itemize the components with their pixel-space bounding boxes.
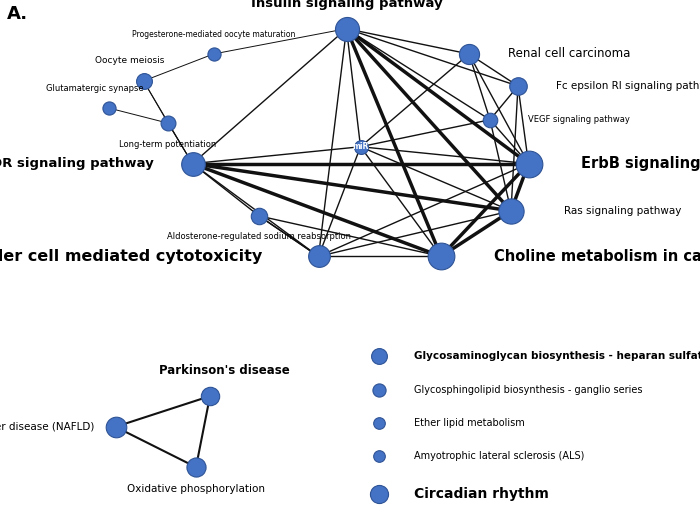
Point xyxy=(190,463,202,471)
Point xyxy=(204,392,216,400)
Point xyxy=(187,159,198,168)
Text: Glutamatergic synapse: Glutamatergic synapse xyxy=(46,85,144,93)
Text: Amyotrophic lateral sclerosis (ALS): Amyotrophic lateral sclerosis (ALS) xyxy=(414,450,584,461)
Text: A.: A. xyxy=(7,5,28,23)
Text: Long-term potentiation: Long-term potentiation xyxy=(120,140,216,149)
Text: Oocyte meiosis: Oocyte meiosis xyxy=(94,56,164,65)
Point xyxy=(463,50,475,58)
Text: Natural killer cell mediated cytotoxicity: Natural killer cell mediated cytotoxicit… xyxy=(0,249,262,264)
Point xyxy=(253,212,265,220)
Point xyxy=(523,159,534,168)
Point xyxy=(103,104,114,112)
Text: Ether lipid metabolism: Ether lipid metabolism xyxy=(414,418,525,428)
Text: Progesterone-mediated oocyte maturation: Progesterone-mediated oocyte maturation xyxy=(132,30,295,39)
Point xyxy=(373,386,384,394)
Text: Ras signaling pathway: Ras signaling pathway xyxy=(564,206,681,216)
Point xyxy=(373,490,384,498)
Point xyxy=(138,77,149,85)
Point xyxy=(341,24,352,33)
Point xyxy=(110,422,121,431)
Text: mTOR signaling pathway: mTOR signaling pathway xyxy=(0,157,154,170)
Point xyxy=(373,419,384,427)
Point xyxy=(505,207,517,215)
Point xyxy=(208,50,219,58)
Text: miR: miR xyxy=(352,142,369,151)
Text: ErbB signaling pathway: ErbB signaling pathway xyxy=(581,156,700,171)
Text: Circadian rhythm: Circadian rhythm xyxy=(414,487,550,501)
Text: Aldosterone-regulated sodium reabsorption: Aldosterone-regulated sodium reabsorptio… xyxy=(167,232,351,241)
Point xyxy=(162,119,174,127)
Text: Fc epsilon RI signaling pathway: Fc epsilon RI signaling pathway xyxy=(556,81,700,91)
Text: Glycosaminoglycan biosynthesis - heparan sulfate / heparin: Glycosaminoglycan biosynthesis - heparan… xyxy=(414,351,700,361)
Text: VEGF signaling pathway: VEGF signaling pathway xyxy=(528,115,631,124)
Text: Insulin signaling pathway: Insulin signaling pathway xyxy=(251,0,442,10)
Point xyxy=(355,143,366,151)
Text: Non-alcoholic fatty liver disease (NAFLD): Non-alcoholic fatty liver disease (NAFLD… xyxy=(0,422,94,432)
Text: Renal cell carcinoma: Renal cell carcinoma xyxy=(508,47,630,61)
Point xyxy=(435,252,447,261)
Text: Choline metabolism in cancer: Choline metabolism in cancer xyxy=(494,249,700,264)
Point xyxy=(373,452,384,460)
Text: Glycosphingolipid biosynthesis - ganglio series: Glycosphingolipid biosynthesis - ganglio… xyxy=(414,385,643,395)
Text: Oxidative phosphorylation: Oxidative phosphorylation xyxy=(127,484,265,495)
Point xyxy=(484,116,496,124)
Text: Parkinson's disease: Parkinson's disease xyxy=(159,364,289,377)
Point xyxy=(373,352,384,360)
Point xyxy=(313,252,324,261)
Point xyxy=(512,82,524,90)
